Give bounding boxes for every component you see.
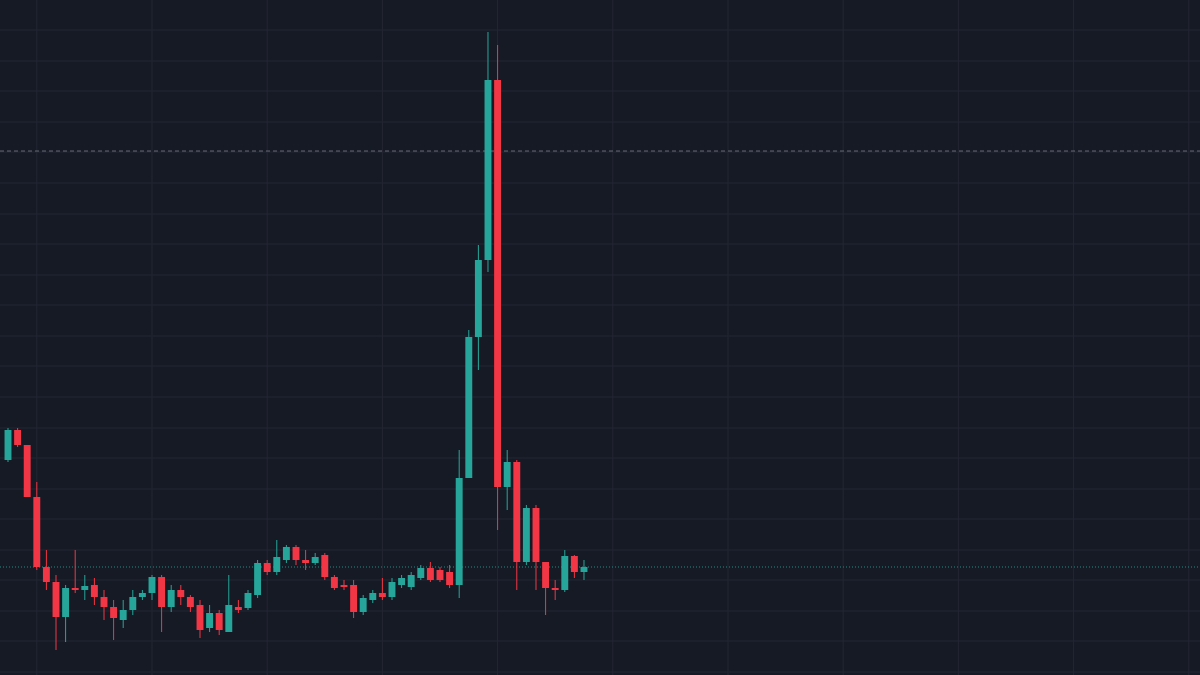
candle-body (398, 578, 406, 585)
candle-body (542, 562, 550, 588)
candle-body (465, 337, 473, 478)
candle-body (129, 597, 137, 610)
candle-body (417, 568, 425, 578)
candle-body (340, 585, 348, 587)
candle-body (196, 605, 204, 630)
candle-body (23, 445, 31, 497)
candle-body (561, 556, 569, 590)
candle-body (148, 577, 156, 593)
candle-body (292, 547, 300, 560)
candle-body (359, 598, 367, 612)
candle-body (369, 593, 377, 600)
candle-body (273, 557, 281, 572)
candle-body (62, 588, 70, 617)
candle-body (532, 508, 540, 562)
candle-body (71, 588, 79, 590)
candle-body (522, 508, 530, 562)
candle-body (570, 556, 578, 572)
candle-body (244, 593, 252, 608)
candle-body (302, 560, 310, 563)
candle-body (388, 582, 396, 597)
candle-body (484, 80, 492, 260)
candle-body (254, 563, 262, 595)
candle-body (158, 577, 166, 607)
candle-body (446, 572, 454, 585)
candle-body (350, 585, 358, 612)
candle-body (455, 478, 463, 585)
candle-body (110, 607, 118, 618)
candle-body (33, 497, 41, 567)
candle-body (494, 80, 502, 487)
candle-body (138, 593, 146, 597)
candle-body (100, 597, 108, 607)
candle-body (4, 430, 12, 460)
candle-body (580, 567, 588, 572)
candle-body (14, 430, 22, 445)
candle-body (407, 575, 415, 587)
candle-body (330, 577, 338, 588)
candle-body (551, 588, 559, 590)
candle-body (513, 462, 521, 562)
candle-body (321, 555, 329, 577)
candle-body (474, 260, 482, 337)
candle-body (282, 547, 290, 560)
candle-body (311, 557, 319, 563)
candle-body (436, 570, 444, 580)
candle-body (186, 597, 194, 607)
candle-body (503, 462, 511, 487)
candle-body (177, 590, 185, 597)
candle-body (81, 586, 89, 590)
candle-body (263, 563, 271, 572)
candle-body (215, 613, 223, 630)
candle-body (234, 607, 242, 610)
candle-body (378, 593, 386, 597)
candle-body (42, 567, 50, 582)
candle-body (426, 568, 434, 580)
candle-body (90, 585, 98, 597)
candle-body (225, 605, 233, 632)
candle-body (52, 582, 60, 617)
candle-body (206, 613, 214, 628)
candle-body (119, 610, 127, 620)
candle-body (167, 590, 175, 607)
